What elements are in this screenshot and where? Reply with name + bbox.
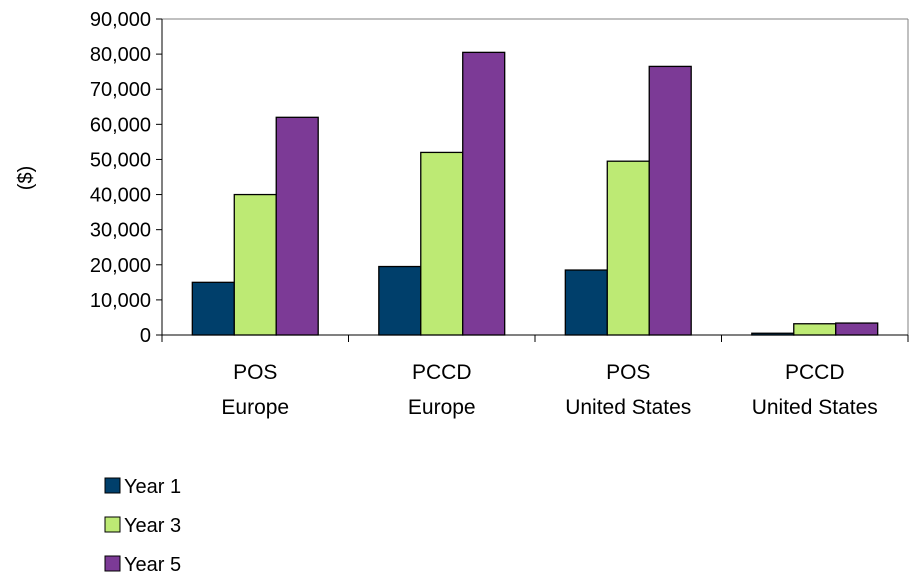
x-tick-label: PCCD [412,361,472,384]
x-tick-label: PCCD [785,361,845,384]
plot-area: 0 10,000 20,000 30,000 40,000 50,000 60,000 70,… [90,9,909,419]
y-tick-label: 60,000 [90,114,151,136]
y-tick-label: 90,000 [90,9,151,31]
bar-year-1 [564,269,608,336]
bar-year-5 [835,322,879,336]
y-tick-label: 80,000 [90,44,151,66]
x-tick-label: United States [565,396,691,419]
x-tick-label: Europe [408,396,476,419]
x-tick-label: POS [606,361,650,384]
y-axis-label: ($) [15,166,37,190]
x-tick-label: United States [752,396,878,419]
y-tick-label: 50,000 [90,149,151,171]
bar-year-3 [793,323,837,336]
x-tick-label: Europe [221,396,289,419]
bar-year-5 [648,65,692,336]
bar-year-1 [751,332,795,336]
bar-year-1 [378,265,422,336]
y-tick-label: 20,000 [90,255,151,277]
legend-label: Year 5 [124,554,181,576]
bar-year-5 [275,116,319,336]
bar-year-3 [420,151,464,336]
bar-year-3 [233,193,277,336]
legend-swatch [104,477,121,494]
bar-year-5 [462,51,506,336]
bar-year-3 [606,160,650,336]
y-tick-label: 40,000 [90,185,151,207]
legend-swatch [104,516,121,533]
y-tick-label: 70,000 [90,79,151,101]
legend-label: Year 1 [124,476,181,498]
bar-year-1 [191,281,235,336]
legend-swatch [104,555,121,572]
y-tick-label: 10,000 [90,290,151,312]
x-tick-label: POS [233,361,277,384]
legend: Year 1 Year 3 Year 5 [104,476,181,576]
y-tick-label: 30,000 [90,220,151,242]
legend-label: Year 3 [124,515,181,537]
y-tick-label: 0 [140,325,151,347]
